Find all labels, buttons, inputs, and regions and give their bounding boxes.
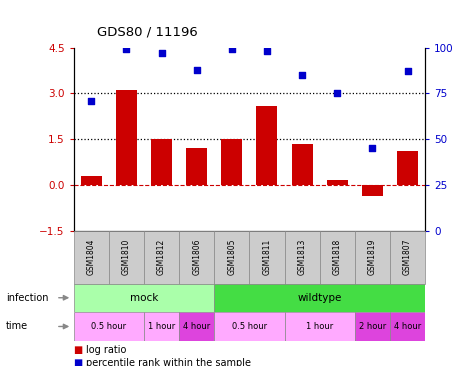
Bar bbox=[144, 312, 179, 341]
Text: GSM1806: GSM1806 bbox=[192, 239, 201, 275]
Text: infection: infection bbox=[6, 293, 48, 303]
Bar bbox=[214, 284, 425, 312]
Text: GSM1807: GSM1807 bbox=[403, 239, 412, 275]
Point bbox=[193, 67, 200, 72]
Bar bbox=[214, 231, 249, 284]
Text: GSM1818: GSM1818 bbox=[333, 239, 342, 275]
Text: time: time bbox=[6, 321, 28, 332]
Bar bbox=[355, 312, 390, 341]
Text: 2 hour: 2 hour bbox=[359, 322, 386, 331]
Text: GSM1811: GSM1811 bbox=[263, 239, 271, 275]
Text: GSM1812: GSM1812 bbox=[157, 239, 166, 275]
Text: 0.5 hour: 0.5 hour bbox=[232, 322, 267, 331]
Bar bbox=[285, 231, 320, 284]
Text: 0.5 hour: 0.5 hour bbox=[91, 322, 126, 331]
Text: ■: ■ bbox=[74, 358, 83, 366]
Bar bbox=[397, 151, 418, 185]
Text: mock: mock bbox=[130, 293, 158, 303]
Bar bbox=[285, 312, 355, 341]
Text: GSM1805: GSM1805 bbox=[228, 239, 236, 275]
Point bbox=[228, 46, 236, 52]
Text: 4 hour: 4 hour bbox=[394, 322, 421, 331]
Bar bbox=[214, 312, 285, 341]
Bar bbox=[179, 312, 214, 341]
Text: ■: ■ bbox=[74, 344, 83, 355]
Text: GSM1810: GSM1810 bbox=[122, 239, 131, 275]
Bar bbox=[355, 231, 390, 284]
Bar bbox=[144, 231, 179, 284]
Bar bbox=[256, 105, 277, 185]
Bar bbox=[320, 231, 355, 284]
Text: 1 hour: 1 hour bbox=[306, 322, 333, 331]
Bar bbox=[249, 231, 285, 284]
Bar bbox=[116, 90, 137, 185]
Bar bbox=[390, 231, 425, 284]
Text: GSM1804: GSM1804 bbox=[87, 239, 95, 275]
Text: GSM1819: GSM1819 bbox=[368, 239, 377, 275]
Bar bbox=[74, 312, 144, 341]
Point bbox=[263, 48, 271, 54]
Bar bbox=[81, 176, 102, 185]
Text: 1 hour: 1 hour bbox=[148, 322, 175, 331]
Bar bbox=[292, 143, 313, 185]
Bar bbox=[74, 284, 214, 312]
Bar bbox=[362, 185, 383, 195]
Bar bbox=[221, 139, 242, 185]
Text: 4 hour: 4 hour bbox=[183, 322, 210, 331]
Bar bbox=[327, 180, 348, 185]
Bar bbox=[390, 312, 425, 341]
Point bbox=[404, 68, 411, 74]
Text: GSM1813: GSM1813 bbox=[298, 239, 306, 275]
Text: percentile rank within the sample: percentile rank within the sample bbox=[86, 358, 250, 366]
Point bbox=[87, 98, 95, 104]
Text: wildtype: wildtype bbox=[297, 293, 342, 303]
Point bbox=[369, 145, 376, 151]
Bar bbox=[151, 139, 172, 185]
Text: log ratio: log ratio bbox=[86, 344, 126, 355]
Bar bbox=[186, 148, 207, 185]
Point bbox=[298, 72, 306, 78]
Point bbox=[158, 50, 165, 56]
Point bbox=[333, 90, 341, 96]
Bar bbox=[109, 231, 144, 284]
Point bbox=[123, 46, 130, 52]
Bar bbox=[74, 231, 109, 284]
Bar bbox=[179, 231, 214, 284]
Text: GDS80 / 11196: GDS80 / 11196 bbox=[97, 25, 198, 38]
